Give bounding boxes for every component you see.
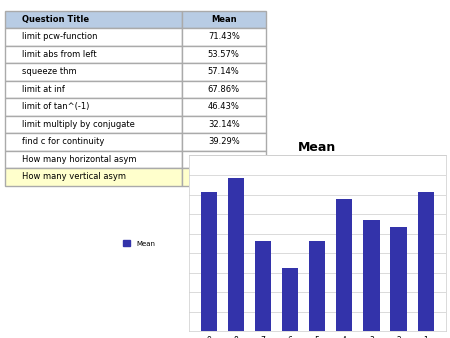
Bar: [336, 199, 352, 331]
Legend: Mean: Mean: [121, 237, 158, 249]
Bar: [201, 192, 217, 331]
Bar: [309, 241, 325, 331]
Bar: [391, 226, 407, 331]
Bar: [255, 241, 271, 331]
Bar: [363, 220, 380, 331]
Title: Mean: Mean: [298, 141, 337, 154]
Bar: [282, 268, 298, 331]
Bar: [418, 192, 434, 331]
Bar: [228, 178, 244, 331]
